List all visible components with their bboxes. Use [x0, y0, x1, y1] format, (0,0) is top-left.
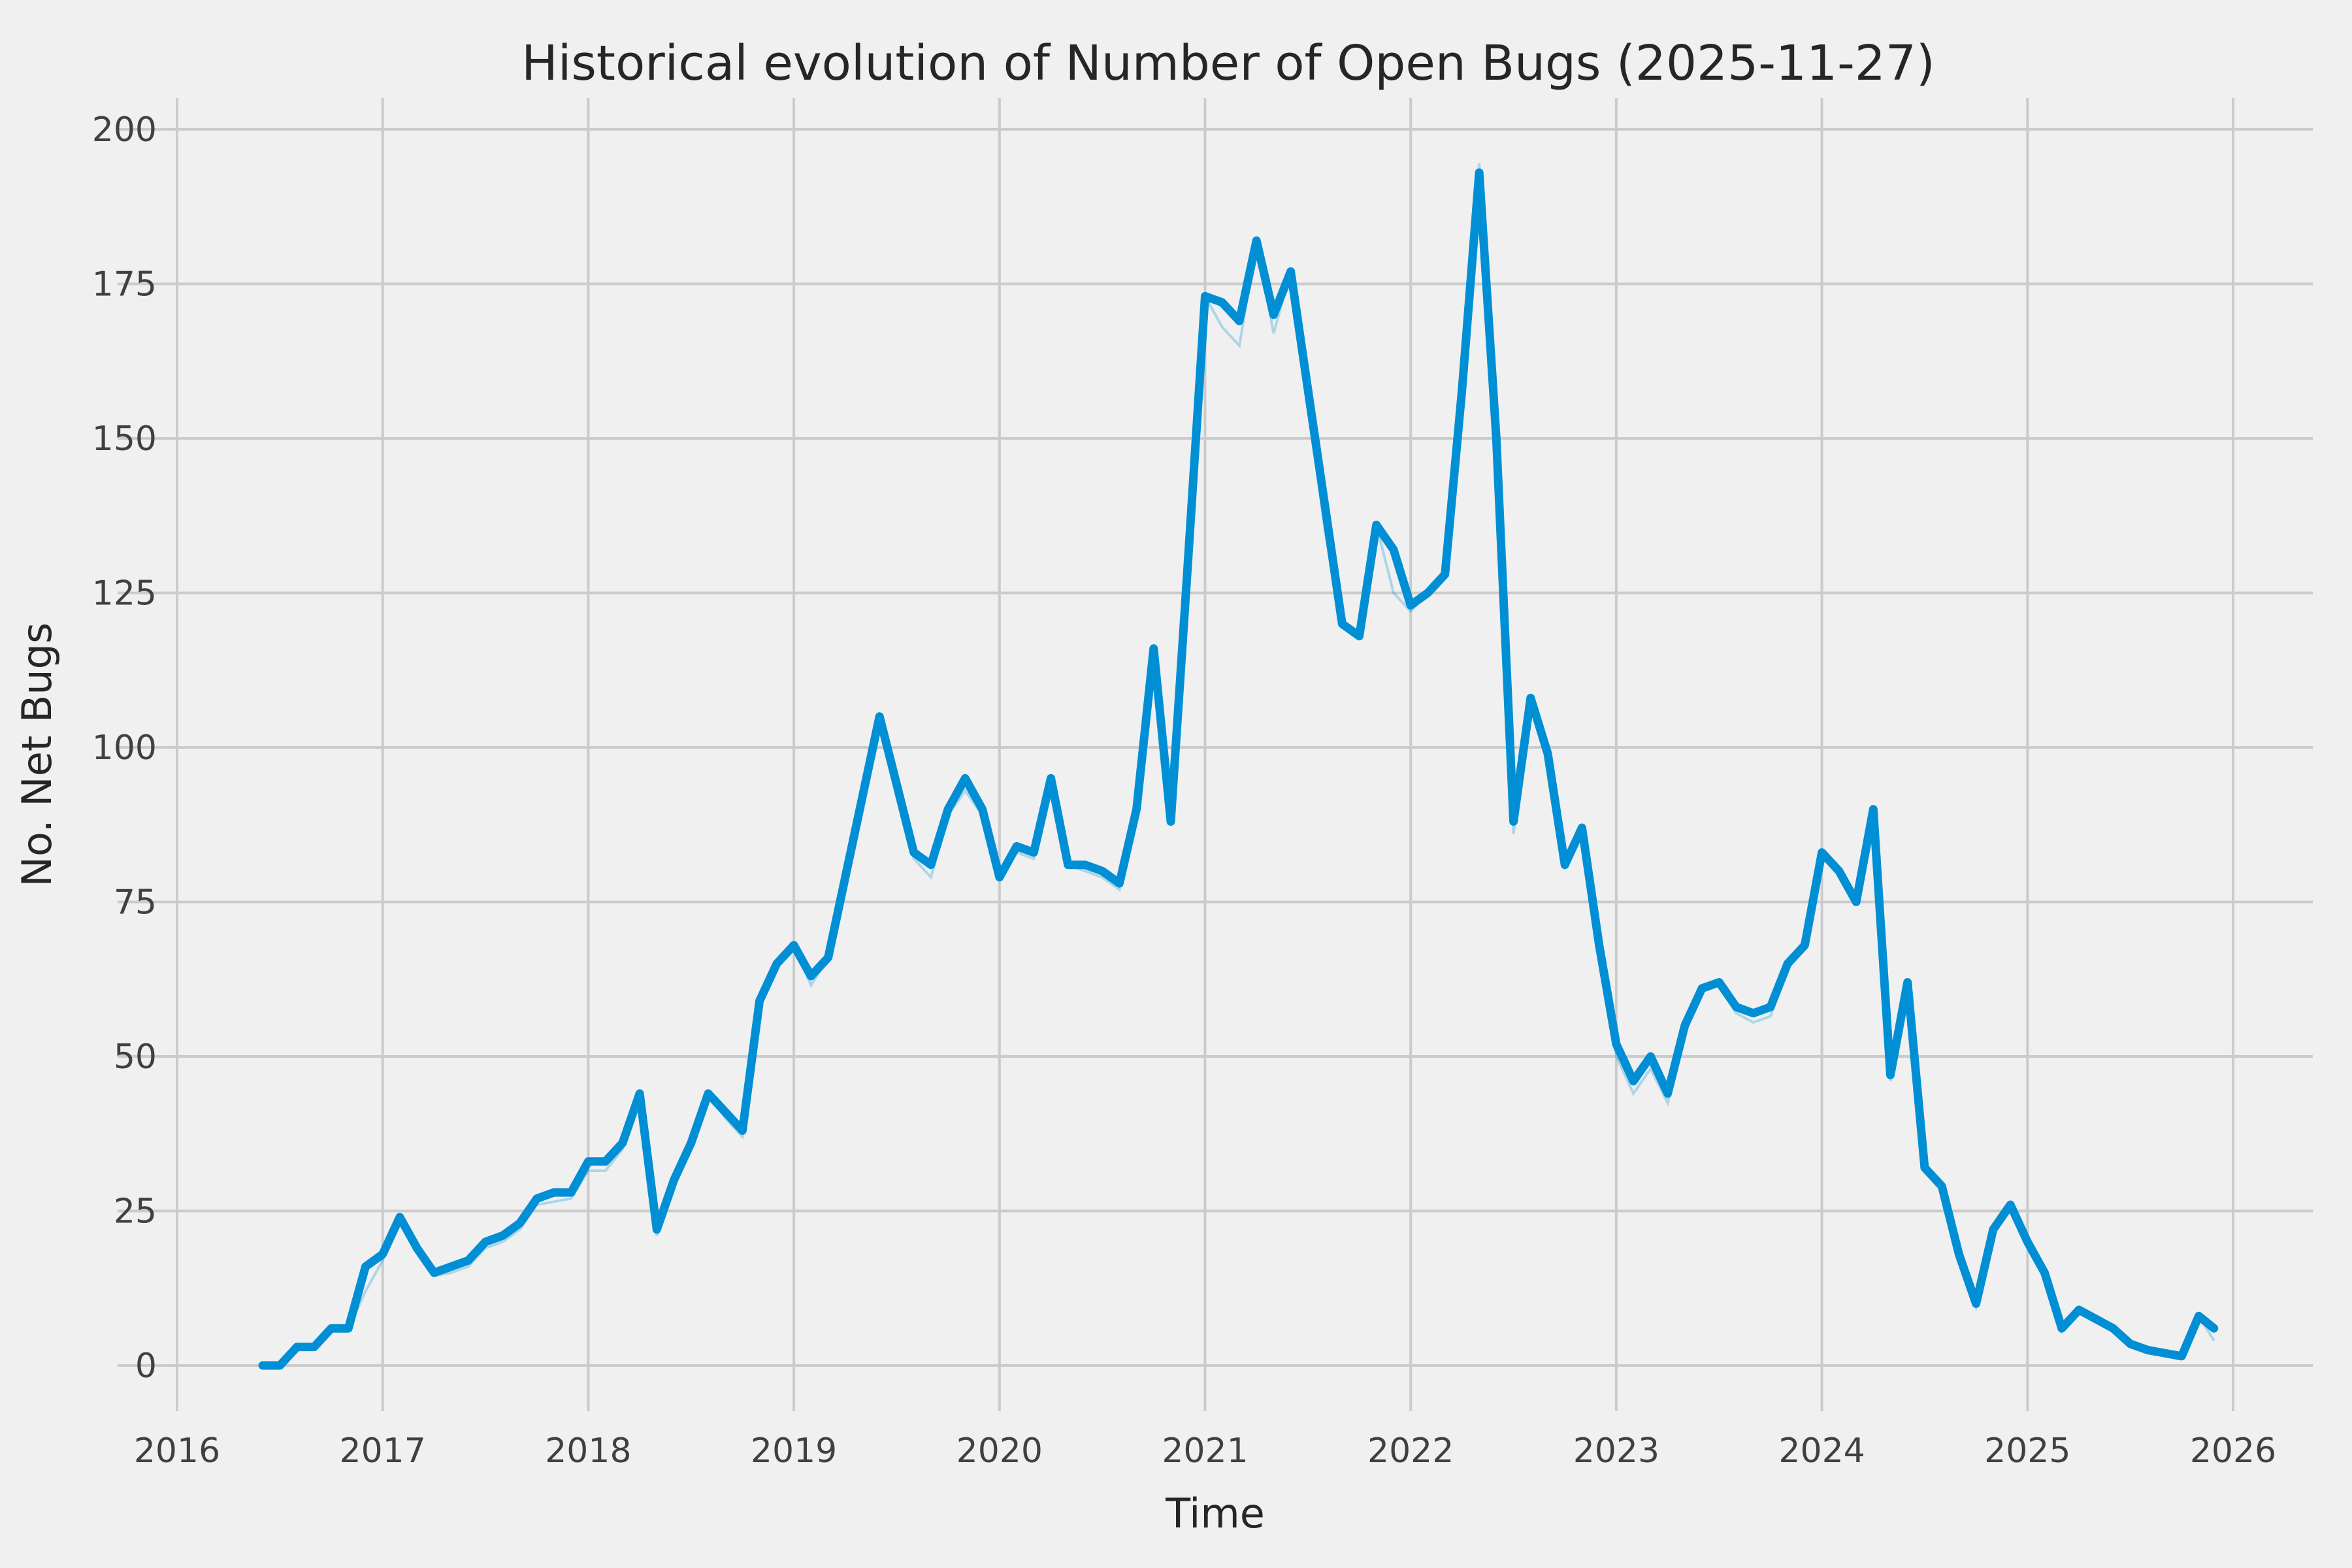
tick-layer: 2016 2017 2018 2019 2020 2021 2022 2023 2024 2025… — [92, 110, 2276, 1471]
x-axis-label: Time — [1165, 1490, 1265, 1537]
x-tick-label: 2023 — [1573, 1431, 1659, 1471]
y-tick-label: 0 — [135, 1347, 157, 1386]
y-tick-label: 200 — [92, 110, 157, 150]
y-tick-label: 100 — [92, 728, 157, 768]
grid-layer — [118, 98, 2313, 1411]
x-tick-label: 2016 — [134, 1431, 220, 1471]
x-tick-label: 2025 — [1984, 1431, 2070, 1471]
x-tick-label: 2017 — [340, 1431, 426, 1471]
series-layer — [258, 163, 2219, 1370]
chart-title: Historical evolution of Number of Open B… — [521, 35, 1935, 91]
y-tick-label: 175 — [92, 265, 157, 304]
x-tick-label: 2018 — [545, 1431, 631, 1471]
x-tick-label: 2019 — [751, 1431, 837, 1471]
open-bugs-series-line — [258, 168, 2219, 1370]
y-tick-label: 125 — [92, 574, 157, 613]
x-tick-label: 2021 — [1162, 1431, 1248, 1471]
x-tick-label: 2020 — [956, 1431, 1043, 1471]
x-tick-label: 2026 — [2190, 1431, 2276, 1471]
y-tick-label: 150 — [92, 419, 157, 459]
y-tick-label: 50 — [114, 1037, 157, 1077]
x-tick-label: 2024 — [1778, 1431, 1865, 1471]
y-tick-label: 75 — [114, 883, 157, 923]
open-bugs-shadow-line — [263, 163, 2215, 1367]
x-tick-label: 2022 — [1367, 1431, 1454, 1471]
y-tick-label: 25 — [114, 1192, 157, 1232]
y-axis-label: No. Net Bugs — [13, 623, 61, 887]
